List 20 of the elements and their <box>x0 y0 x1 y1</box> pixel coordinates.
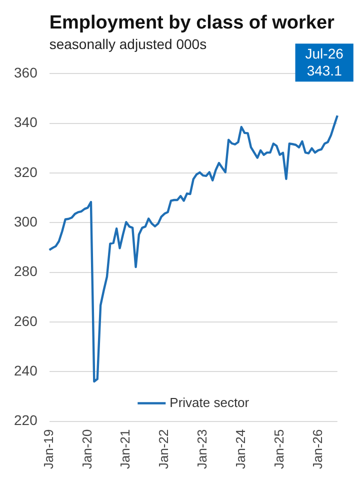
x-tick-label: Jan-19 <box>40 429 56 469</box>
x-tick-label: Jan-20 <box>79 429 94 469</box>
y-tick-label: 260 <box>14 312 38 329</box>
x-tick-label: Jan-24 <box>232 429 248 469</box>
x-tick-label: Jan-23 <box>194 429 210 469</box>
y-tick-label: 320 <box>14 164 38 180</box>
x-tick-label: Jan-26 <box>310 429 325 469</box>
y-tick-label: 360 <box>14 64 38 80</box>
x-tick-label: Jan-21 <box>118 429 133 469</box>
y-tick-label: 220 <box>14 412 38 428</box>
x-tick-label: Jan-25 <box>271 429 286 469</box>
legend-label: Private sector <box>170 394 250 410</box>
y-tick-label: 280 <box>14 263 38 280</box>
annotation: Jul-26 343.1 <box>305 45 344 78</box>
y-tick-label: 340 <box>14 114 38 130</box>
y-tick-label: 240 <box>14 362 38 378</box>
y-tick-label: 300 <box>14 213 38 230</box>
chart-title: Employment by class of worker <box>49 12 336 34</box>
x-tick-label: Jan-22 <box>156 429 172 469</box>
chart-subtitle: seasonally adjusted 000s <box>49 36 207 52</box>
